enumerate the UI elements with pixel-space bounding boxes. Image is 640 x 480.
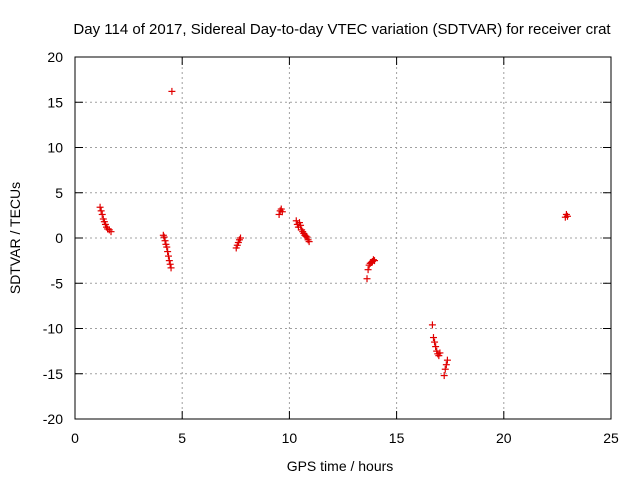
data-point bbox=[292, 217, 300, 225]
y-tick-label: 20 bbox=[47, 49, 63, 65]
x-tick-label: 20 bbox=[496, 430, 512, 446]
data-point bbox=[166, 260, 174, 268]
data-point bbox=[237, 234, 245, 242]
data-point bbox=[165, 257, 173, 265]
data-point bbox=[428, 321, 436, 329]
data-point bbox=[429, 334, 437, 342]
data-point bbox=[163, 243, 171, 251]
y-axis-label: SDTVAR / TECUs bbox=[7, 182, 23, 294]
data-point bbox=[97, 207, 105, 215]
data-point bbox=[98, 210, 106, 218]
data-point bbox=[440, 372, 448, 380]
y-tick-label: -15 bbox=[43, 366, 63, 382]
x-tick-label: 5 bbox=[178, 430, 186, 446]
x-tick-label: 0 bbox=[71, 430, 79, 446]
data-point bbox=[160, 233, 168, 241]
data-point bbox=[161, 237, 169, 245]
data-point bbox=[441, 365, 449, 373]
axis-ticks: 0 5 10 15 20 25 -20 -15 -10 -5 0 5 10 15 20 bbox=[43, 49, 619, 446]
data-point bbox=[443, 356, 451, 364]
data-point bbox=[168, 87, 176, 95]
data-point bbox=[371, 257, 379, 265]
data-point bbox=[369, 256, 377, 264]
x-tick-label: 25 bbox=[603, 430, 619, 446]
chart-title: Day 114 of 2017, Sidereal Day-to-day VTE… bbox=[73, 21, 611, 38]
y-tick-label: 15 bbox=[47, 94, 63, 110]
data-point bbox=[164, 248, 172, 256]
x-tick-label: 10 bbox=[282, 430, 298, 446]
y-tick-label: -20 bbox=[43, 411, 63, 427]
x-axis-label: GPS time / hours bbox=[287, 458, 394, 474]
data-point bbox=[436, 349, 444, 357]
y-tick-label: 0 bbox=[55, 230, 63, 246]
data-point bbox=[431, 338, 439, 346]
data-point bbox=[305, 238, 313, 246]
data-point bbox=[302, 232, 310, 240]
data-point bbox=[442, 361, 450, 369]
data-point bbox=[107, 228, 115, 236]
data-point bbox=[432, 343, 440, 351]
x-tick-label: 15 bbox=[389, 430, 405, 446]
y-tick-label: 5 bbox=[55, 185, 63, 201]
data-points bbox=[96, 87, 571, 380]
data-point bbox=[363, 275, 371, 283]
grid-lines bbox=[75, 57, 611, 419]
data-point bbox=[297, 221, 305, 229]
data-point bbox=[364, 266, 372, 274]
data-point bbox=[167, 264, 175, 272]
y-tick-label: 10 bbox=[47, 140, 63, 156]
data-point bbox=[278, 208, 286, 216]
y-tick-label: -5 bbox=[51, 275, 64, 291]
data-point bbox=[164, 252, 172, 260]
data-point bbox=[96, 203, 104, 211]
data-point bbox=[563, 212, 571, 220]
y-tick-label: -10 bbox=[43, 321, 63, 337]
